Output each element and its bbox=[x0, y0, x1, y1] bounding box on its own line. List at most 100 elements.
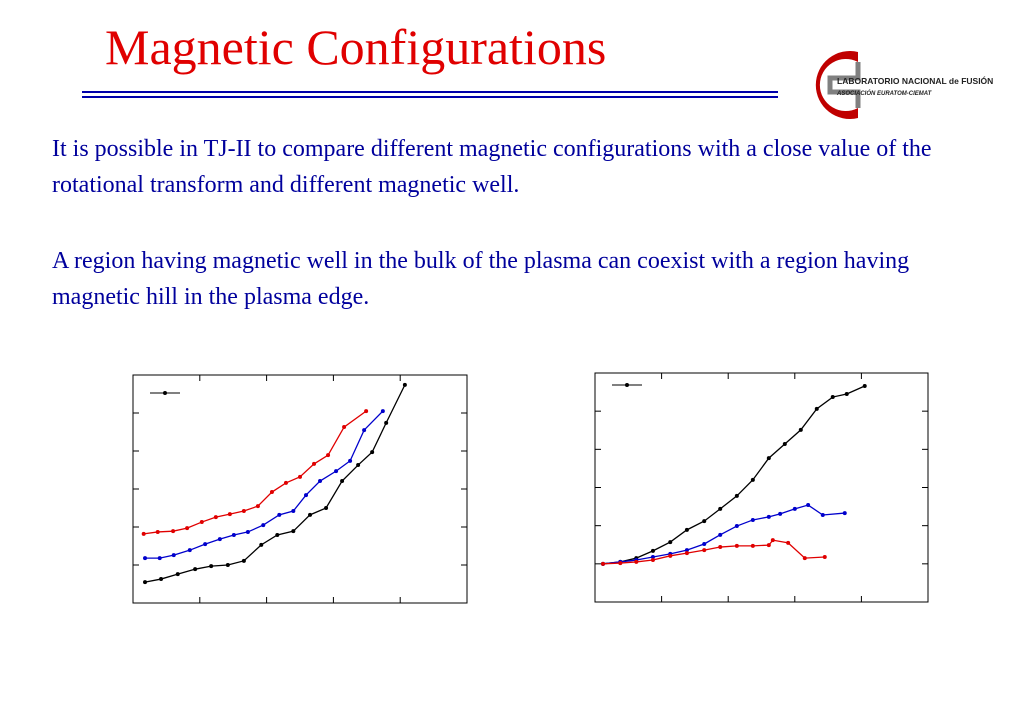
point bbox=[364, 409, 369, 414]
point bbox=[718, 506, 723, 511]
point bbox=[291, 529, 296, 534]
point bbox=[684, 548, 689, 553]
point bbox=[650, 554, 655, 559]
point bbox=[261, 523, 266, 528]
point bbox=[792, 506, 797, 511]
slide-title: Magnetic Configurations bbox=[105, 19, 607, 75]
point bbox=[324, 506, 329, 510]
point bbox=[650, 548, 655, 553]
point bbox=[600, 561, 605, 566]
point bbox=[304, 493, 309, 498]
point bbox=[342, 425, 347, 430]
point bbox=[312, 461, 317, 466]
point bbox=[157, 556, 162, 561]
point bbox=[213, 515, 218, 520]
point bbox=[245, 529, 250, 534]
point bbox=[766, 456, 771, 461]
series-line bbox=[602, 385, 865, 565]
point bbox=[862, 383, 867, 388]
point bbox=[684, 527, 689, 532]
logo-text: ASOCIACIÓN EURATOM-CIEMAT bbox=[836, 90, 933, 97]
point bbox=[844, 391, 849, 396]
point bbox=[227, 512, 232, 517]
point bbox=[356, 463, 361, 468]
point bbox=[634, 559, 639, 564]
point bbox=[255, 504, 260, 509]
point bbox=[187, 548, 192, 553]
point bbox=[750, 517, 755, 522]
point bbox=[782, 441, 787, 446]
point bbox=[684, 551, 689, 556]
point bbox=[806, 503, 811, 508]
point bbox=[185, 526, 190, 531]
point bbox=[334, 469, 339, 474]
point bbox=[702, 519, 707, 524]
point bbox=[171, 529, 176, 534]
point bbox=[618, 561, 623, 566]
point bbox=[275, 532, 280, 537]
point bbox=[820, 512, 825, 517]
series-line bbox=[145, 410, 384, 559]
point bbox=[718, 545, 723, 550]
point bbox=[199, 520, 204, 525]
point bbox=[241, 558, 246, 563]
point bbox=[702, 548, 707, 553]
point bbox=[159, 577, 164, 582]
point bbox=[283, 480, 288, 485]
point bbox=[778, 511, 783, 516]
point bbox=[814, 406, 819, 411]
logo-text: LABORATORIO NACIONAL de FUSIÓN bbox=[837, 75, 993, 86]
point bbox=[259, 542, 264, 547]
series-line bbox=[143, 410, 367, 535]
point bbox=[143, 580, 148, 585]
point bbox=[175, 572, 180, 577]
point bbox=[402, 382, 407, 387]
plot-frame bbox=[594, 372, 929, 603]
point bbox=[277, 512, 282, 517]
point bbox=[830, 395, 835, 400]
point bbox=[734, 543, 739, 548]
point bbox=[766, 543, 771, 548]
point bbox=[209, 564, 214, 569]
point bbox=[750, 477, 755, 482]
logo-ring bbox=[815, 51, 858, 119]
point bbox=[318, 479, 323, 484]
point bbox=[193, 567, 198, 572]
point bbox=[231, 532, 236, 537]
point bbox=[718, 532, 723, 537]
point bbox=[822, 554, 827, 559]
point bbox=[217, 537, 222, 542]
paragraph: It is possible in TJ-II to compare diffe… bbox=[52, 136, 932, 198]
legend-sample bbox=[612, 383, 642, 387]
point bbox=[370, 450, 375, 455]
point bbox=[269, 490, 274, 495]
point bbox=[203, 542, 208, 547]
point bbox=[141, 531, 146, 536]
logo-bracket bbox=[827, 62, 861, 108]
point bbox=[786, 540, 791, 545]
paragraph: A region having magnetic well in the bul… bbox=[52, 248, 910, 310]
point bbox=[298, 474, 302, 479]
point bbox=[734, 493, 739, 498]
point bbox=[384, 420, 389, 425]
point bbox=[225, 563, 230, 567]
point bbox=[143, 556, 148, 561]
point bbox=[750, 543, 755, 548]
point bbox=[650, 558, 655, 563]
point bbox=[702, 541, 707, 546]
point bbox=[241, 509, 246, 514]
point bbox=[798, 427, 803, 432]
point bbox=[770, 538, 775, 543]
point bbox=[802, 556, 807, 561]
point bbox=[326, 453, 331, 458]
point bbox=[340, 479, 345, 484]
point bbox=[348, 458, 353, 463]
point bbox=[155, 529, 160, 534]
point bbox=[380, 409, 385, 414]
point bbox=[362, 428, 367, 433]
point bbox=[842, 511, 847, 516]
plot-frame bbox=[132, 374, 468, 604]
point bbox=[668, 540, 673, 545]
